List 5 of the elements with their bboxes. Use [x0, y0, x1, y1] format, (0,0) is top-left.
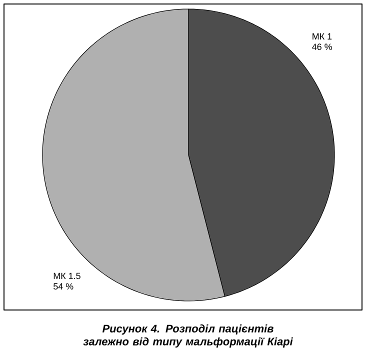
data-label: 54 % — [54, 283, 74, 290]
text: Рисунок 4. Розподіл пацієнтів залежно від типу мальформації Кіарі — [83, 324, 294, 348]
slice-label: МК 1.5 — [54, 272, 80, 280]
data-label: 46 % — [312, 44, 332, 50]
slice-label: МК 1 — [312, 33, 332, 40]
